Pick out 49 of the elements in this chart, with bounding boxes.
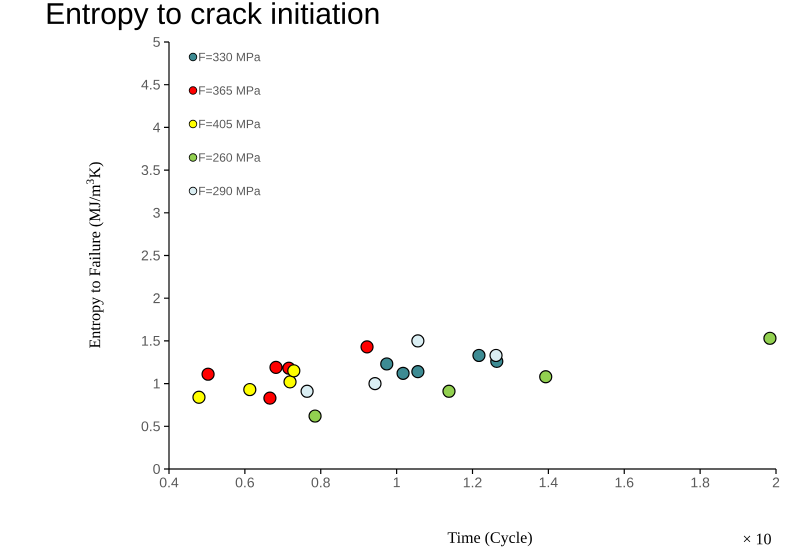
point xyxy=(411,365,424,378)
y-tick-label: 3.5 xyxy=(142,165,160,176)
point xyxy=(283,375,297,388)
legend-label: F=260 MPa xyxy=(199,153,261,162)
x-tick-label: 0.4 xyxy=(160,478,178,488)
x-tick-label: 1.6 xyxy=(616,478,634,488)
point xyxy=(360,340,374,354)
point xyxy=(300,384,314,398)
x-tick-label: 2 xyxy=(772,478,780,488)
legend-label: F=330 MPa xyxy=(199,52,261,62)
x-axis-title: Time (Cycle) xyxy=(448,532,532,546)
point xyxy=(442,384,456,398)
y-tick-label: 3 xyxy=(153,208,160,218)
y-axis-title: Entropy to Failure (MJ/m$^{3}$K) xyxy=(86,162,104,348)
point xyxy=(539,370,552,384)
y-tick-label: 1 xyxy=(154,378,160,388)
x-tick-label: 1.2 xyxy=(464,478,482,488)
point xyxy=(243,382,256,396)
y-tick-label: 4.5 xyxy=(141,80,160,90)
y-tick-label: 2.5 xyxy=(142,250,160,260)
text: × 10 xyxy=(744,534,771,544)
point xyxy=(269,360,283,374)
point xyxy=(411,334,424,348)
point xyxy=(287,364,300,378)
legend-label: F=365 MPa xyxy=(199,86,261,95)
point xyxy=(472,348,486,362)
x-tick-label: 1 xyxy=(394,478,400,488)
point xyxy=(396,366,410,380)
x-tick-label: 0.8 xyxy=(312,478,330,488)
legend-label: F=290 MPa xyxy=(199,186,261,196)
y-tick-label: 2 xyxy=(153,293,160,304)
point xyxy=(201,368,215,381)
chart-title: Entropy to crack initiation xyxy=(48,2,378,30)
point xyxy=(380,357,394,371)
point xyxy=(489,348,503,362)
point xyxy=(763,332,777,345)
y-tick-label: 0.5 xyxy=(142,421,160,432)
point xyxy=(308,409,322,423)
x-tick-label: 0.6 xyxy=(236,478,254,488)
x-tick-label: 1.4 xyxy=(540,478,558,488)
point xyxy=(192,390,206,404)
x-tick-label: 1.8 xyxy=(691,478,710,488)
y-tick-label: 0 xyxy=(153,464,160,474)
legend-label: F=405 MPa xyxy=(199,120,261,128)
y-tick-label: 4 xyxy=(153,122,160,132)
point xyxy=(368,377,382,390)
point xyxy=(263,392,277,405)
y-tick-label: 1.5 xyxy=(142,336,160,346)
y-tick-label: 5 xyxy=(153,37,160,47)
